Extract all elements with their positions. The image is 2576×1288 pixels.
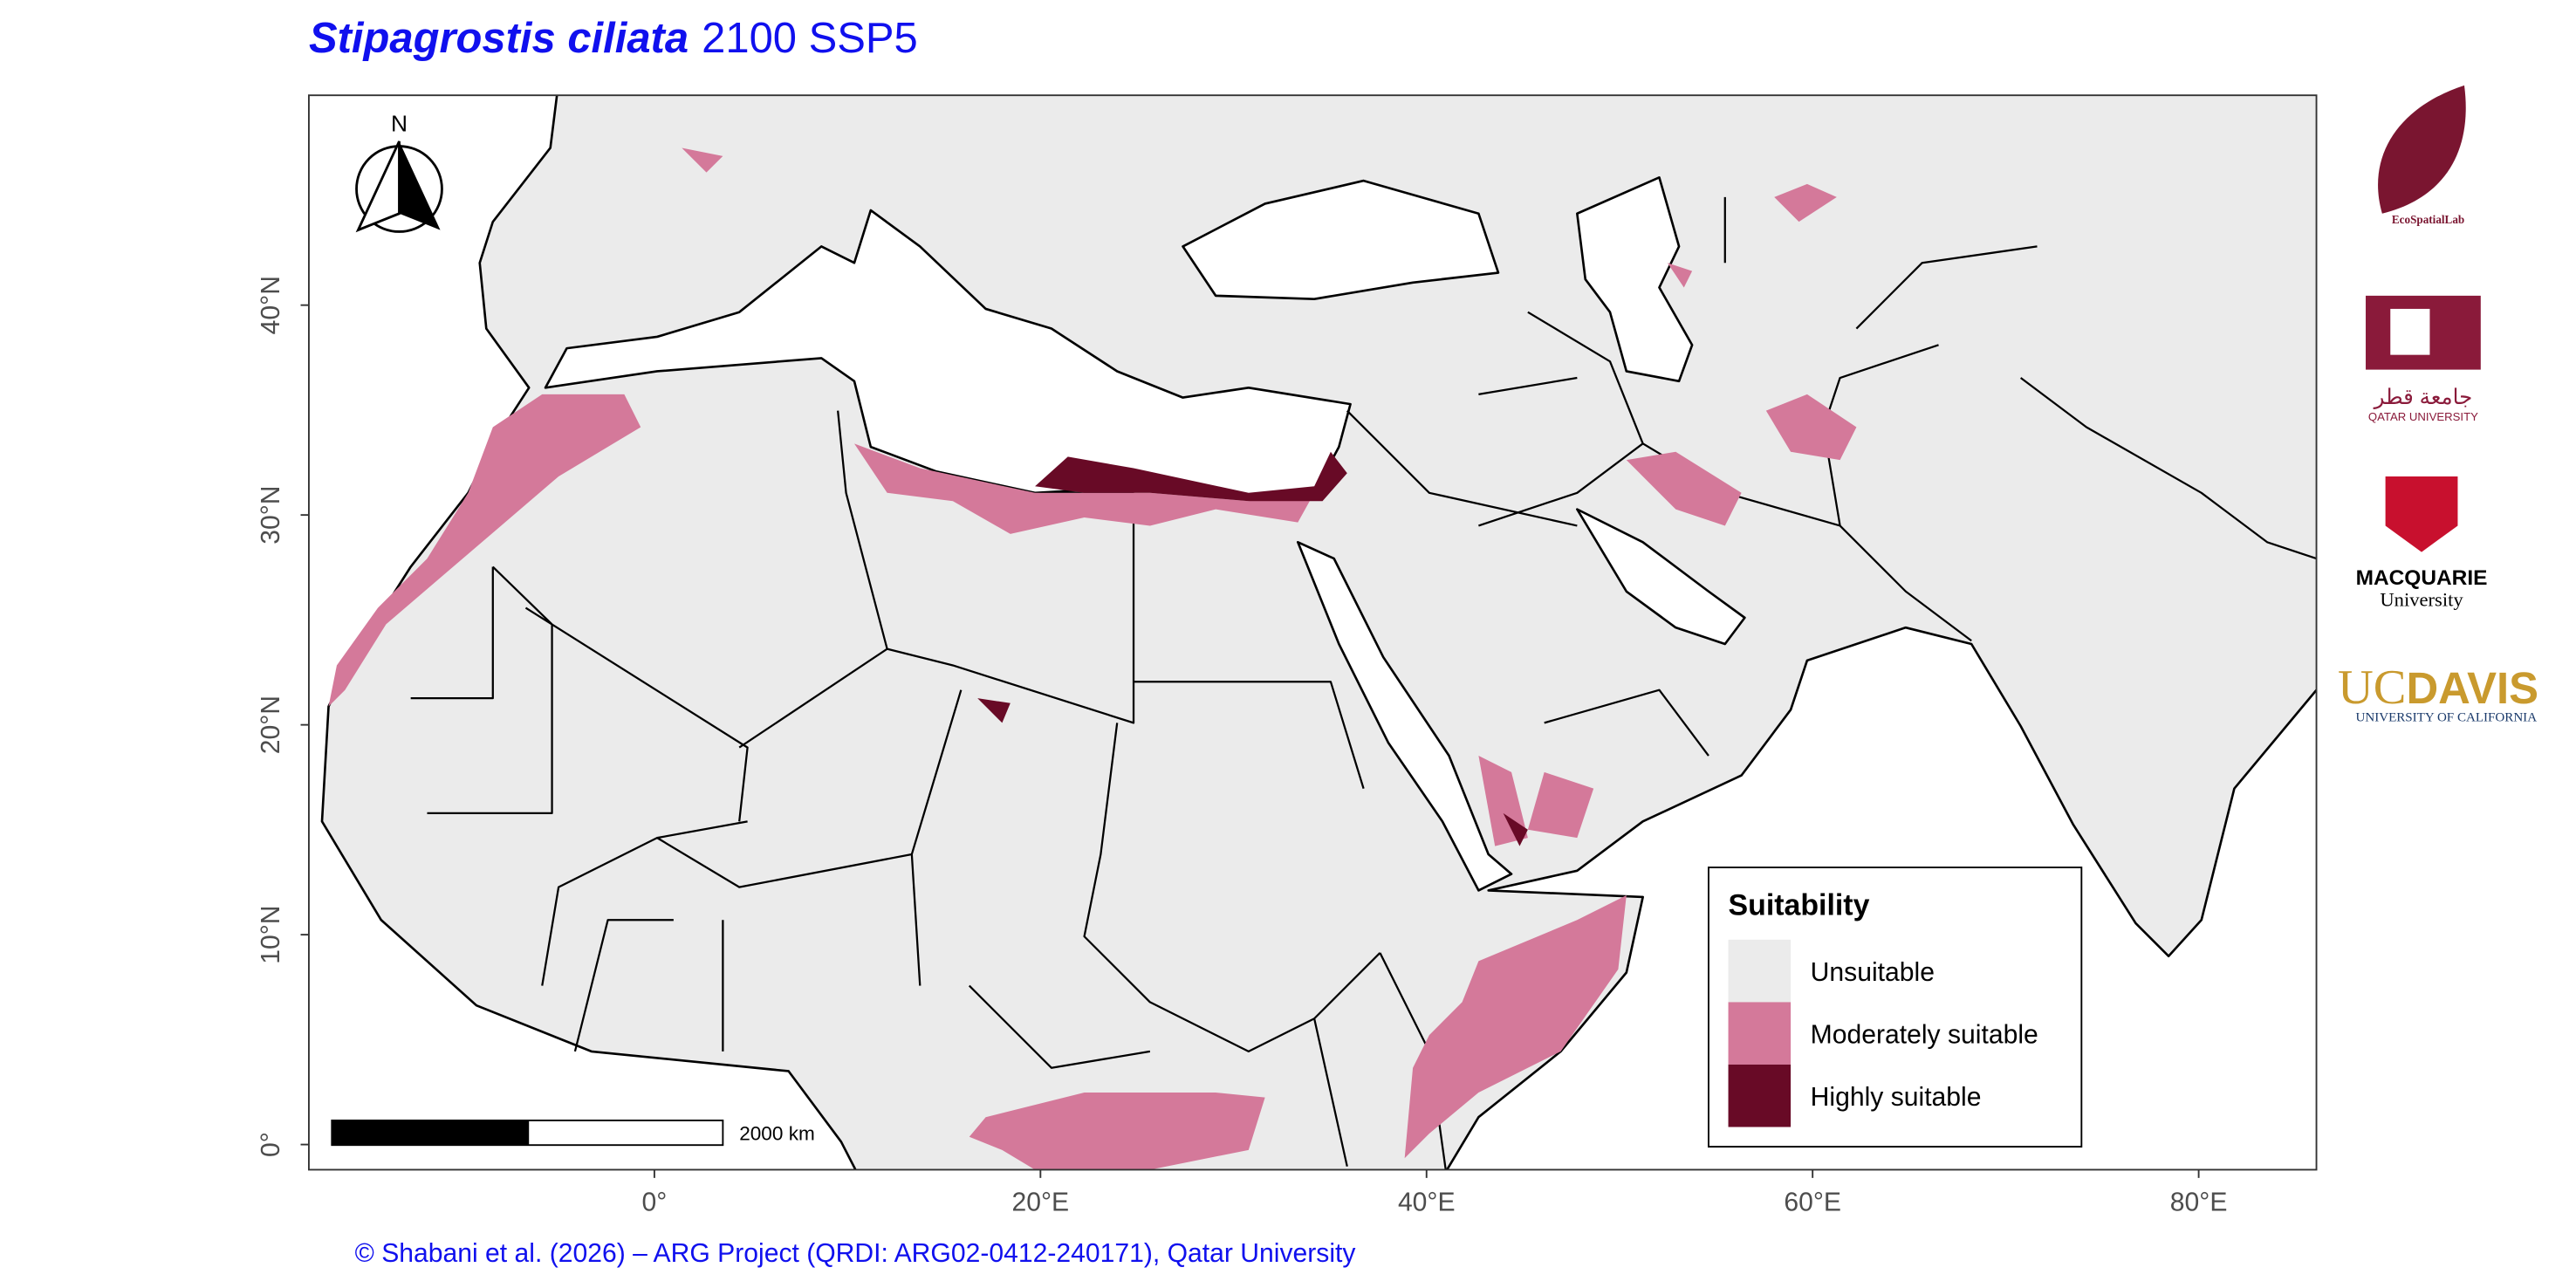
black-sea	[1182, 179, 1500, 300]
legend-key	[1728, 1002, 1792, 1065]
legend: Suitability Unsuitable Moderately suitabl…	[1708, 867, 2083, 1148]
macquarie-logo: MACQUARIE	[2356, 566, 2488, 590]
mediterranean	[544, 209, 1352, 497]
y-tick-label: 30°N	[257, 486, 285, 545]
macquarie-sub: University	[2380, 589, 2463, 611]
davis: DAVIS	[2406, 663, 2538, 713]
scenario: 2100 SSP5	[702, 15, 918, 62]
legend-title: Suitability	[1729, 889, 1870, 922]
suitability-moderate	[328, 147, 1857, 1170]
ucdavis-sub: UNIVERSITY OF CALIFORNIA	[2355, 710, 2537, 724]
uc: UC	[2338, 661, 2406, 715]
map-title: Stipagrostis ciliata 2100 SSP5	[309, 15, 918, 62]
legend-label: Moderately suitable	[1811, 1020, 2038, 1049]
y-tick-label: 0°	[257, 1132, 285, 1157]
ecospatial-logo: EcoSpatialLab	[2392, 213, 2464, 226]
country-borders	[410, 196, 2317, 1170]
legend-label: Unsuitable	[1811, 958, 1935, 987]
red-sea	[1296, 540, 1513, 892]
x-tick-label: 80°E	[2170, 1189, 2228, 1217]
x-tick-label: 60°E	[1784, 1189, 1841, 1217]
caspian-sea	[1576, 176, 1694, 383]
north-arrow: N	[355, 111, 443, 233]
suitability-high	[977, 451, 1528, 846]
north-label: N	[391, 111, 408, 137]
legend-key	[1728, 1064, 1792, 1127]
map-body	[308, 95, 2317, 1170]
axes: 0° 20°E 40°E 60°E 80°E 0° 10°N 20°N 30°N 40°N	[257, 276, 2227, 1216]
legend-key	[1728, 939, 1792, 1003]
ucdavis-logo: UCDAVIS	[2338, 661, 2538, 715]
qatar-arabic: جامعة قطر	[2374, 386, 2473, 409]
x-tick-label: 0°	[642, 1189, 668, 1217]
y-tick-label: 10°N	[257, 905, 285, 963]
qatar-logo: QATAR UNIVERSITY	[2368, 410, 2478, 423]
y-tick-label: 20°N	[257, 695, 285, 754]
footer: © Shabani et al. (2026) – ARG Project (Q…	[355, 1239, 1356, 1268]
scale-bar: 2000 km	[331, 1120, 815, 1147]
y-tick-label: 40°N	[257, 276, 285, 334]
species-name: Stipagrostis ciliata	[309, 15, 689, 62]
persian-gulf	[1576, 508, 1746, 646]
legend-label: Highly suitable	[1811, 1083, 1982, 1112]
x-tick-label: 40°E	[1398, 1189, 1456, 1217]
scale-label: 2000 km	[739, 1123, 815, 1145]
logos: EcoSpatialLab جامعة قطر QATAR UNIVERSITY…	[2338, 85, 2538, 724]
panel-border	[307, 94, 2318, 1171]
x-tick-label: 20°E	[1012, 1189, 1070, 1217]
